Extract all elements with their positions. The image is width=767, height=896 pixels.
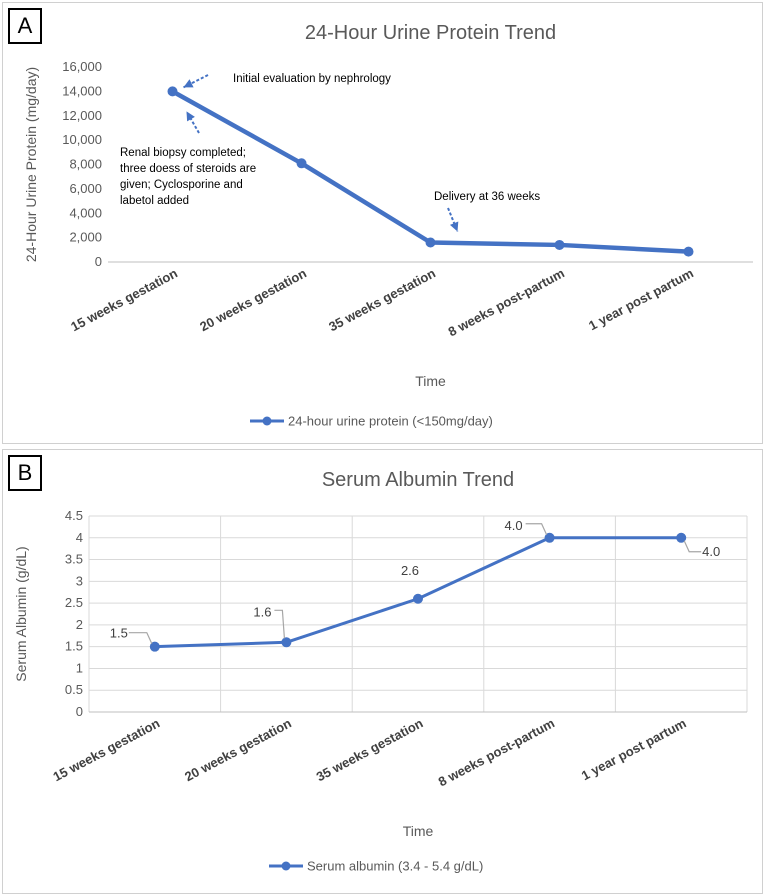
x-axis-title: Time (403, 823, 434, 839)
y-tick-label: 2,000 (69, 230, 102, 245)
y-tick-label: 14,000 (62, 83, 102, 98)
y-tick-label: 6,000 (69, 181, 102, 196)
data-point (413, 593, 423, 604)
data-label-leader (274, 609, 285, 639)
annotation-delivery: Delivery at 36 weeks (434, 191, 540, 203)
data-label: 1.5 (110, 626, 128, 641)
legend-label: 24-hour urine protein (<150mg/day) (288, 414, 493, 429)
y-tick-label: 4 (76, 530, 83, 545)
data-point (167, 86, 178, 97)
series-line (154, 536, 682, 649)
x-category-label: 15 weeks gestation (51, 715, 163, 784)
legend-label: Serum albumin (3.4 - 5.4 g/dL) (307, 859, 483, 874)
x-category-label: 8 weeks post-partum (436, 715, 557, 789)
data-point (149, 641, 160, 652)
legend-marker (262, 416, 272, 426)
annotation-initial-evaluation: Initial evaluation by nephrology (233, 73, 391, 85)
annotation-arrow-initial-head (183, 79, 194, 88)
albumin-chart-svg: Serum Albumin Trend 0 0.5 1 1.5 2 2.5 3 3.5 4 4.5 1… (13, 469, 748, 874)
x-category-label: 8 weeks post-partum (446, 265, 567, 339)
y-tick-label: 1.5 (65, 639, 83, 654)
annotation-biopsy-line: given; Cyclosporine and (120, 179, 243, 191)
chart-title: 24-Hour Urine Protein Trend (305, 22, 556, 44)
y-tick-label: 4.5 (65, 508, 83, 523)
y-axis-title: 24-Hour Urine Protein (mg/day) (23, 67, 39, 262)
x-category-label: 20 weeks gestation (182, 715, 294, 784)
y-tick-label: 12,000 (62, 108, 102, 123)
x-category-label: 20 weeks gestation (197, 265, 309, 334)
y-tick-label: 3.5 (65, 552, 83, 567)
data-label-leader (525, 523, 548, 536)
y-tick-label: 16,000 (62, 59, 102, 74)
y-tick-label: 8,000 (69, 157, 102, 172)
annotation-biopsy-line: three doess of steroids are (120, 163, 256, 175)
chart-title: Serum Albumin Trend (322, 469, 514, 491)
panel-label-b: B (8, 455, 42, 491)
y-axis-title: Serum Albumin (g/dL) (13, 546, 29, 681)
annotation-biopsy-line: Renal biopsy completed; (120, 147, 246, 159)
panel-label-a: A (8, 8, 42, 44)
data-point (676, 532, 687, 543)
y-tick-label: 4,000 (69, 205, 102, 220)
data-label: 4.0 (702, 544, 720, 559)
y-tick-label: 2 (76, 617, 83, 632)
data-point (554, 239, 565, 250)
protein-chart-svg: 24-Hour Urine Protein Trend 0 2,000 4,000 6,… (23, 22, 753, 429)
annotation-arrow-biopsy-head (186, 111, 195, 122)
y-tick-label: 0 (95, 254, 102, 269)
y-tick-label: 10,000 (62, 132, 102, 147)
x-category-label: 15 weeks gestation (68, 265, 180, 334)
annotation-arrow-delivery-head (449, 221, 459, 232)
legend-marker (281, 861, 291, 871)
data-label: 2.6 (401, 563, 419, 578)
y-tick-label: 0.5 (65, 682, 83, 697)
y-tick-label: 2.5 (65, 595, 83, 610)
panel-a-protein-chart: 24-Hour Urine Protein Trend 0 2,000 4,000 6,… (2, 2, 763, 444)
data-point (425, 237, 436, 248)
data-label-leader (128, 632, 153, 644)
y-tick-label: 3 (76, 573, 83, 588)
panel-b-albumin-chart: Serum Albumin Trend 0 0.5 1 1.5 2 2.5 3 3.5 4 4.5 1… (2, 449, 763, 894)
x-category-label: 35 weeks gestation (314, 715, 426, 784)
data-label: 4.0 (505, 518, 523, 533)
x-axis-title: Time (415, 373, 446, 389)
data-point (281, 637, 292, 648)
data-label: 1.6 (253, 604, 271, 619)
y-tick-label: 1 (76, 660, 83, 675)
x-category-label: 1 year post partum (579, 715, 689, 783)
data-label-leader (683, 540, 702, 553)
data-point (683, 246, 694, 257)
annotation-biopsy-line: labetol added (120, 195, 189, 207)
y-tick-label: 0 (76, 704, 83, 719)
x-category-label: 1 year post partum (586, 265, 696, 333)
data-point (296, 158, 307, 169)
data-point (544, 532, 555, 543)
x-category-label: 35 weeks gestation (326, 265, 438, 334)
